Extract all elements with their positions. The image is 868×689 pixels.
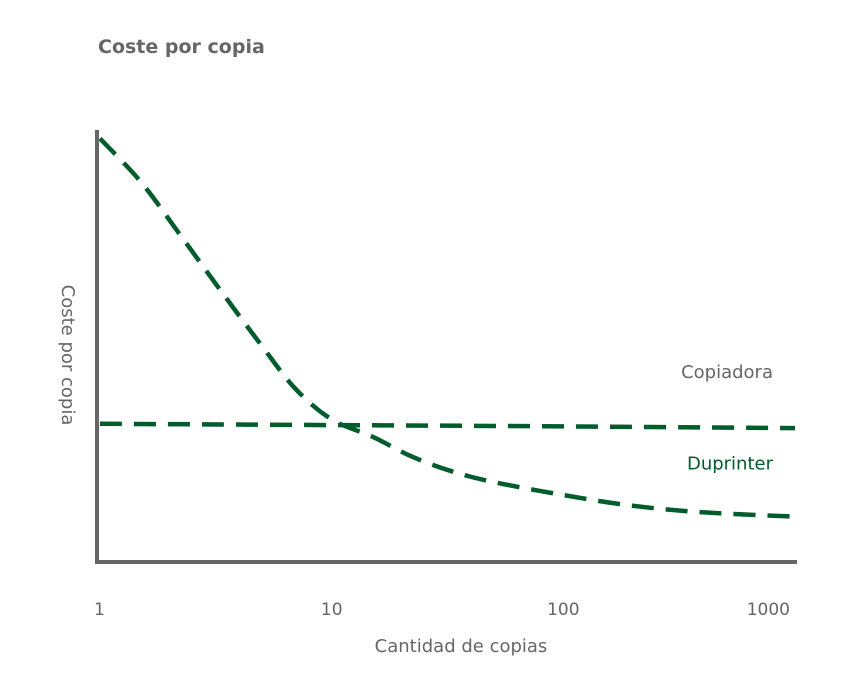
x-tick-label-1000: 1000: [747, 600, 790, 620]
series-label-duprinter: Duprinter: [687, 454, 774, 475]
x-tick-label-100: 100: [547, 600, 579, 620]
chart-title: Coste por copia: [98, 36, 265, 58]
series-line-copiadora: [99, 421, 796, 431]
plot-area: [98, 137, 796, 519]
series-label-copiadora: Copiadora: [681, 362, 773, 383]
x-axis-label: Cantidad de copias: [375, 636, 548, 657]
series-labels: Copiadora Duprinter: [681, 362, 774, 475]
x-tick-label-1: 1: [94, 600, 105, 620]
y-axis-label: Coste por copia: [57, 285, 78, 426]
series-line-duprinter: [98, 137, 796, 519]
x-tick-label-10: 10: [321, 600, 343, 620]
x-tick-labels: 1 10 100 1000: [94, 600, 790, 620]
axes: [95, 130, 797, 564]
